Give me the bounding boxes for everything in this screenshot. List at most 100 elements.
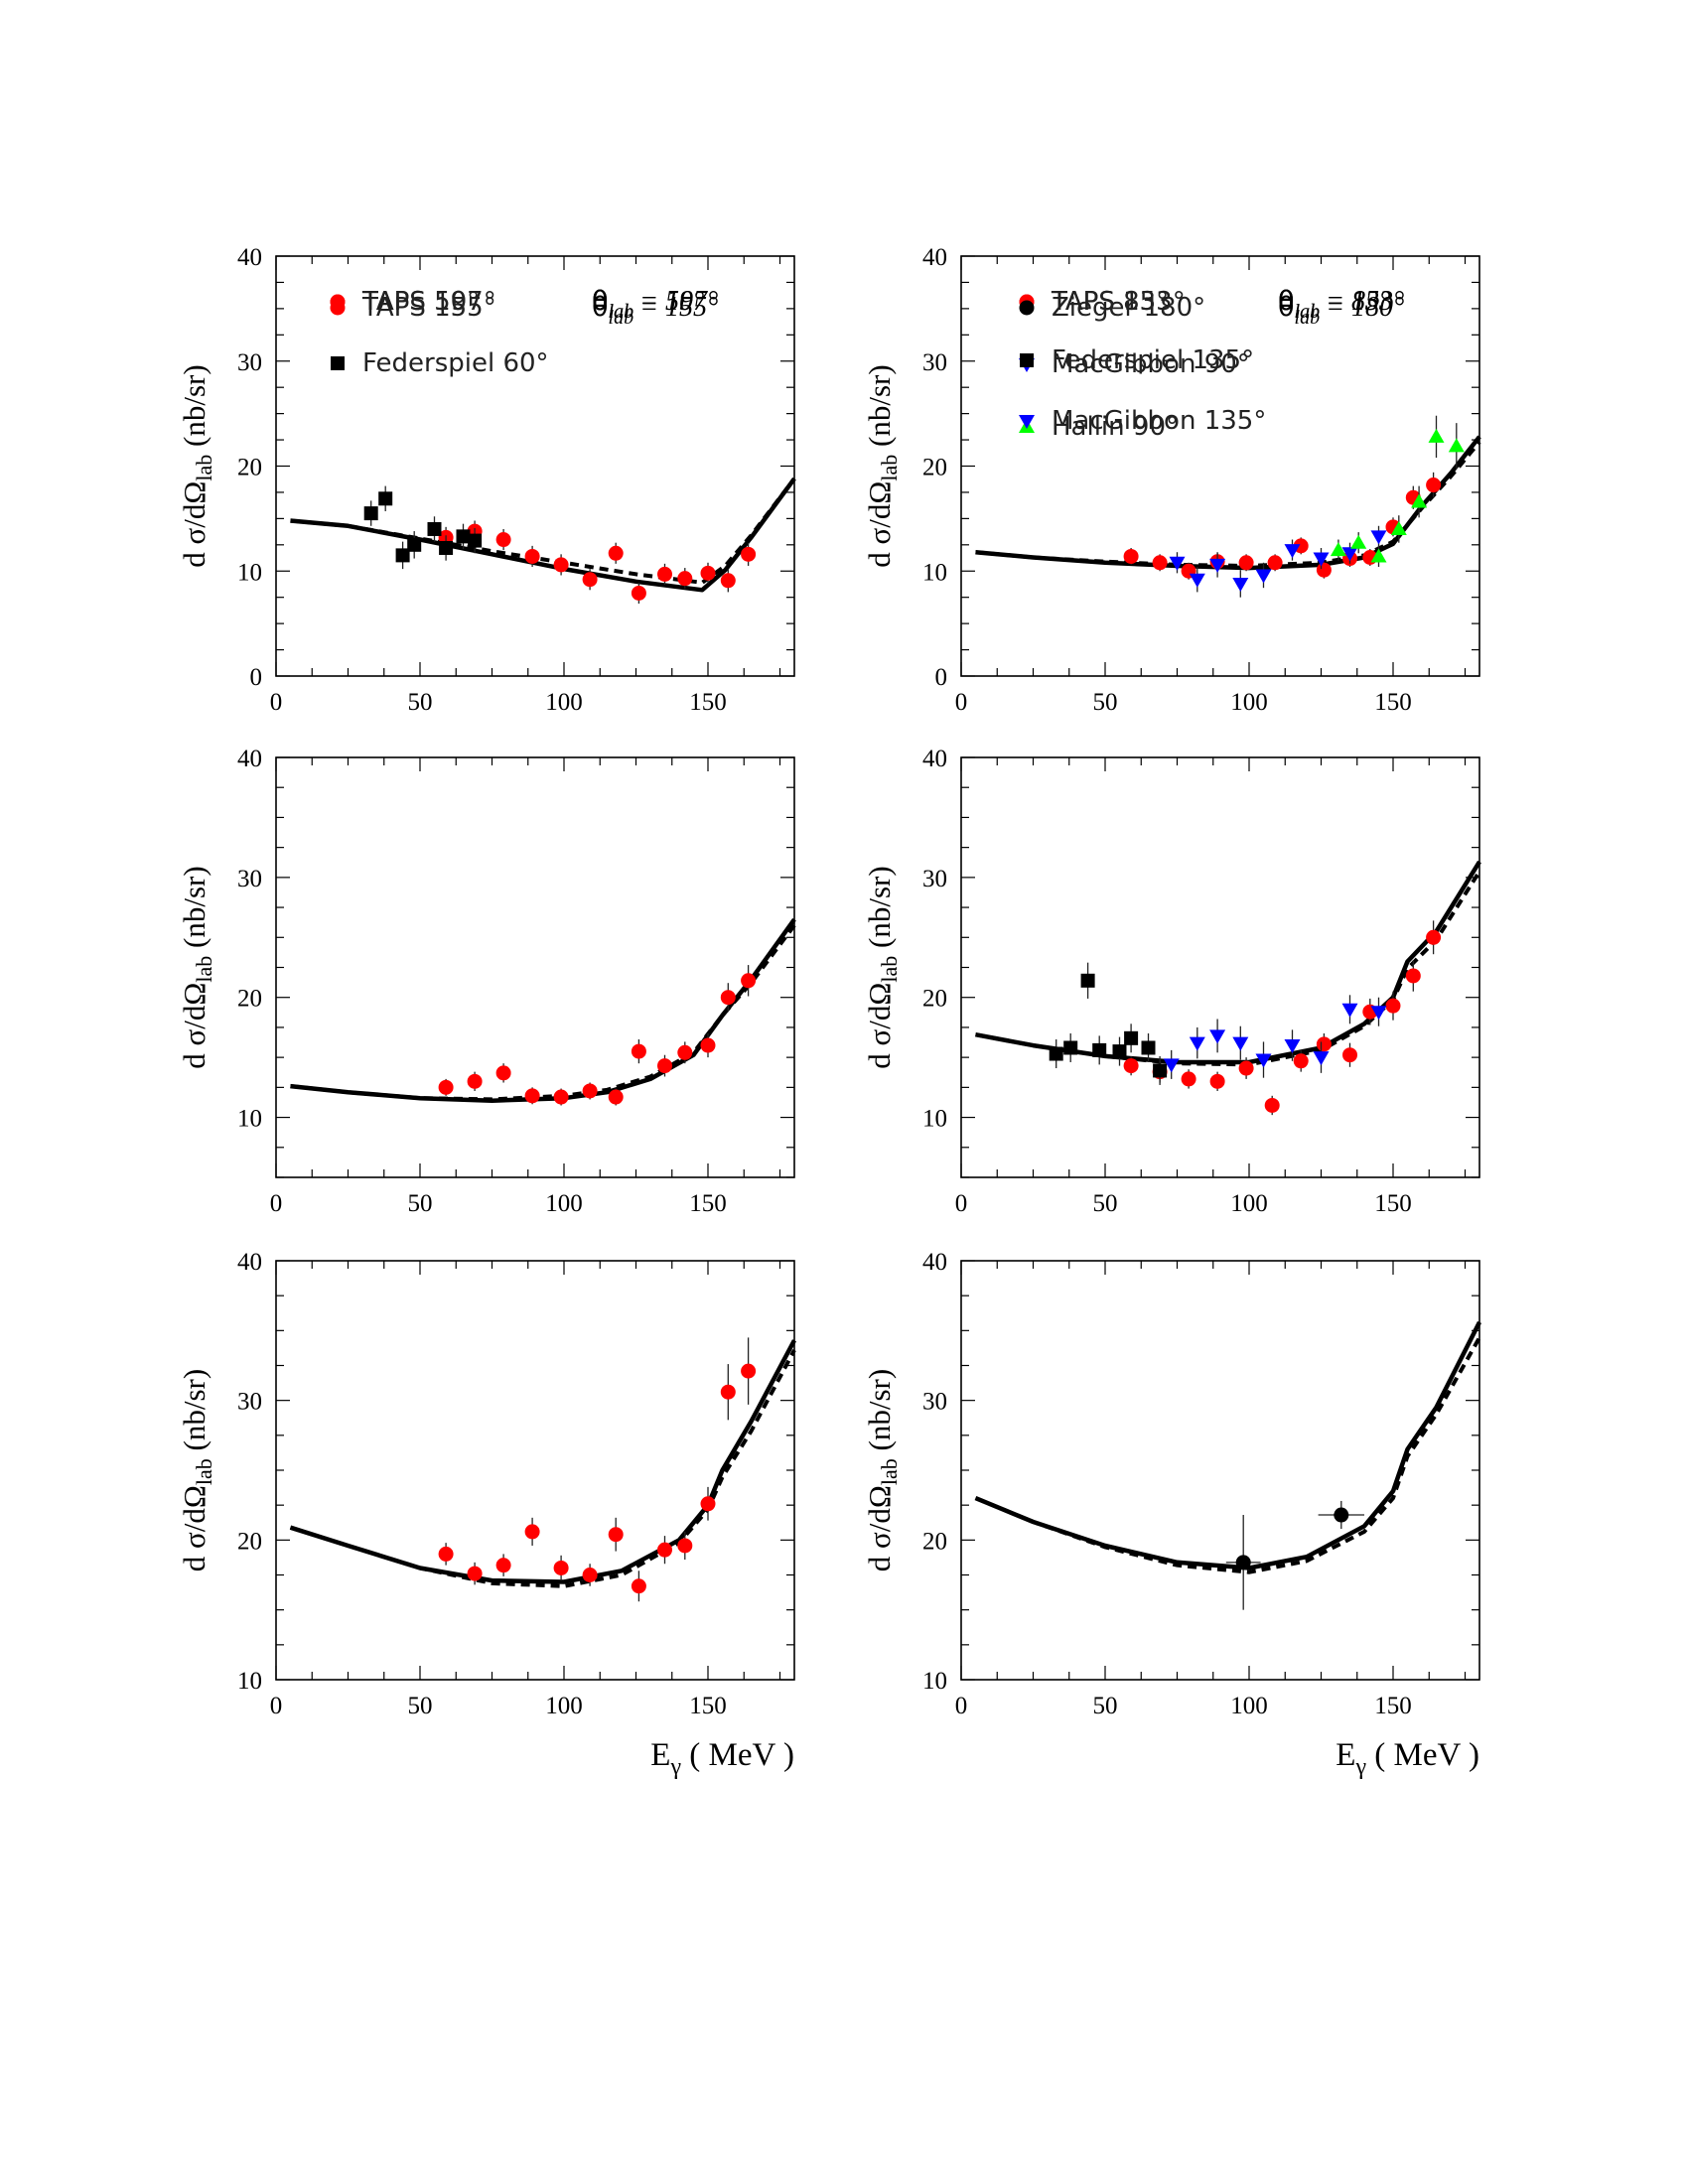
y-tick-label: 30 (922, 1389, 947, 1416)
data-point (631, 585, 646, 601)
data-point (438, 1546, 454, 1562)
y-tick-label: 40 (922, 244, 947, 271)
data-point (1370, 530, 1387, 545)
data-point (1238, 555, 1254, 571)
data-point (1123, 1058, 1139, 1074)
y-tick-label: 0 (935, 664, 948, 691)
solid-curve (974, 1320, 1482, 1570)
data-point (1209, 1073, 1225, 1089)
y-axis-label: d σ/dΩlab (nb/sr) (177, 364, 216, 567)
y-tick-label: 10 (237, 559, 262, 586)
x-tick-label: 100 (545, 689, 583, 716)
data-point (1370, 548, 1387, 563)
theory-curves (974, 1320, 1482, 1574)
data-point (1316, 562, 1332, 578)
data-point (456, 529, 471, 544)
data-point (1334, 1507, 1349, 1523)
y-tick-label: 20 (922, 455, 947, 481)
plot-frame (960, 756, 1480, 1178)
series-hallin-90- (1330, 415, 1465, 568)
data-point (1316, 1036, 1332, 1052)
data-point (582, 1083, 598, 1099)
y-tick-label: 40 (237, 1249, 262, 1276)
solid-curve (290, 477, 796, 593)
y-tick-label: 10 (237, 1106, 262, 1133)
data-point (1181, 1071, 1196, 1087)
x-tick-label: 150 (1374, 689, 1412, 716)
legend-label: MacGibbon 135° (1052, 406, 1266, 436)
y-tick-label: 10 (922, 559, 947, 586)
data-point (1063, 1040, 1078, 1055)
y-tick-label: 20 (922, 986, 947, 1013)
angle-annotation: θlab = 180° (1278, 292, 1404, 329)
angle-annotation: θlab = 133° (1278, 286, 1404, 323)
axis-ticks (275, 255, 794, 677)
plot-frame (275, 1260, 795, 1681)
x-tick-label: 100 (1230, 1190, 1268, 1217)
data-point (1293, 538, 1309, 554)
y-tick-label: 30 (237, 866, 262, 892)
data-point (657, 566, 672, 582)
y-tick-label: 20 (237, 1528, 262, 1555)
data-point (363, 506, 378, 521)
y-axis-label: d σ/dΩlab (nb/sr) (862, 866, 902, 1068)
y-tick-label: 0 (250, 664, 263, 691)
data-point (1238, 1060, 1254, 1076)
data-point (741, 1363, 757, 1379)
series-taps-155- (438, 1337, 757, 1602)
data-point (1153, 1063, 1168, 1078)
x-axis-label: Eγ ( MeV ) (1336, 1737, 1479, 1780)
y-tick-label: 20 (237, 455, 262, 481)
data-point (1124, 1030, 1139, 1045)
x-tick-label: 50 (408, 1693, 433, 1719)
y-tick-label: 10 (922, 1668, 947, 1695)
data-point (741, 546, 757, 562)
y-tick-label: 10 (237, 1668, 262, 1695)
data-point (1189, 573, 1205, 588)
data-point (1448, 438, 1465, 453)
data-point (407, 537, 422, 552)
angle-annotation: θlab = 155° (592, 292, 718, 329)
data-point (1209, 1029, 1226, 1044)
solid-curve (289, 1339, 796, 1584)
legend-marker (1020, 353, 1034, 367)
data-point (553, 1089, 569, 1105)
data-point (1341, 547, 1358, 562)
x-tick-label: 0 (270, 1190, 283, 1217)
data-point (741, 973, 757, 989)
panel-1: 0 50 100 150 0 10 20 30 40 d σ/dΩlab (nb/sr) TAPS … (177, 244, 796, 716)
angle-annotation: θlab = 59° (592, 286, 704, 323)
legend-label: TAPS 85° (1051, 287, 1169, 317)
data-point (720, 573, 736, 589)
data-point (1313, 1051, 1330, 1066)
data-point (1255, 1053, 1272, 1068)
data-point (582, 572, 598, 588)
axis-ticks (275, 756, 794, 1178)
data-point (1267, 555, 1283, 571)
data-point (1284, 1039, 1301, 1054)
data-point (1163, 1058, 1180, 1073)
x-tick-label: 0 (955, 1693, 968, 1719)
data-point (1426, 478, 1442, 493)
x-tick-label: 100 (1230, 1693, 1268, 1719)
y-tick-label: 40 (922, 1249, 947, 1276)
x-axis-label: Eγ ( MeV ) (650, 1737, 794, 1780)
y-tick-label: 30 (922, 866, 947, 892)
data-point (1428, 428, 1445, 443)
data-point (700, 1037, 716, 1053)
data-point (1350, 534, 1367, 549)
x-tick-label: 150 (689, 689, 727, 716)
data-point (1385, 998, 1401, 1014)
series-federspiel-135- (1049, 962, 1168, 1085)
series-zieger-180- (1225, 1500, 1364, 1610)
data-point (1232, 577, 1249, 592)
data-point (553, 1560, 569, 1575)
legend-label: TAPS 133° (1051, 287, 1186, 317)
data-point (468, 533, 483, 548)
data-point (1293, 1053, 1309, 1069)
series-taps-107- (438, 965, 757, 1106)
data-point (553, 557, 569, 573)
axis-ticks (960, 255, 1479, 677)
